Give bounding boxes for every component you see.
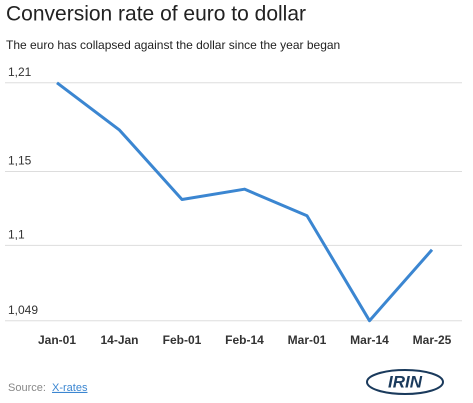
- logo: IRIN: [388, 372, 423, 391]
- x-tick-label: Feb-14: [225, 333, 264, 347]
- y-tick-label: 1,1: [8, 228, 25, 242]
- source-link[interactable]: X-rates: [52, 382, 88, 394]
- x-tick-label: Jan-01: [38, 333, 76, 347]
- x-tick-label: Mar-01: [288, 333, 327, 347]
- x-tick-label: Mar-14: [350, 333, 389, 347]
- y-tick-label: 1,15: [8, 154, 32, 168]
- y-tick-label: 1,049: [8, 303, 38, 317]
- x-tick-label: 14-Jan: [100, 333, 138, 347]
- chart-subtitle: The euro has collapsed against the dolla…: [6, 38, 340, 52]
- logo-ring: [366, 369, 444, 395]
- y-tick-label: 1,21: [8, 65, 32, 79]
- line: [56, 81, 434, 323]
- source-label: Source:: [8, 382, 46, 394]
- x-tick-label: Feb-01: [163, 333, 202, 347]
- x-tick-label: Mar-25: [413, 333, 452, 347]
- chart-title: Conversion rate of euro to dollar: [6, 3, 306, 26]
